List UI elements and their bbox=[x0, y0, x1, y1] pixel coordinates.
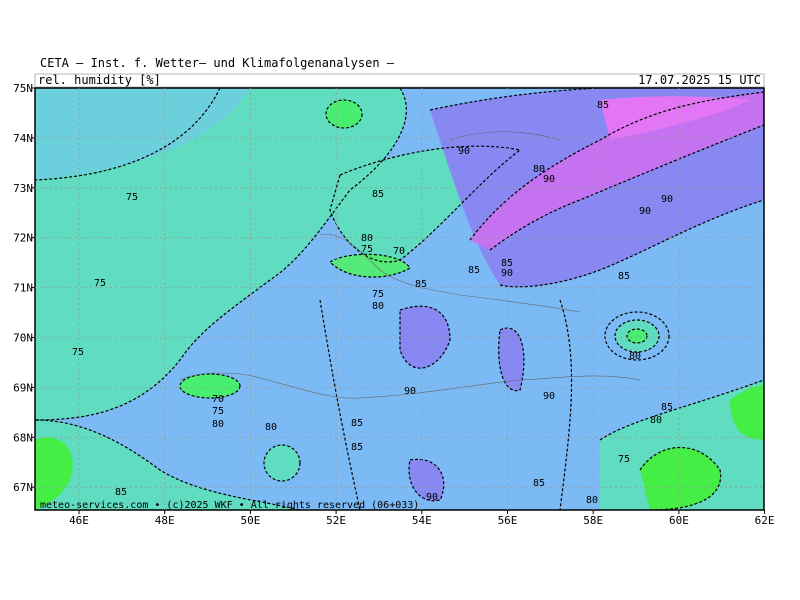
date: 17.07.2025 15 UTC bbox=[638, 73, 761, 87]
lon-label: 46E bbox=[69, 514, 89, 527]
contour-label: 75 bbox=[126, 192, 138, 203]
contour-label: 90 bbox=[404, 386, 416, 397]
lat-label: 75N bbox=[13, 82, 33, 95]
contour-label: 85 bbox=[351, 418, 363, 429]
contour-label: 80 bbox=[372, 301, 384, 312]
lat-label: 68N bbox=[13, 431, 33, 444]
contour-label: 80 bbox=[650, 415, 662, 426]
contour-label: 90 bbox=[639, 206, 651, 217]
lon-label: 54E bbox=[412, 514, 432, 527]
lat-label: 72N bbox=[13, 232, 33, 245]
contour-label: 90 bbox=[543, 391, 555, 402]
contour-label: 70 bbox=[212, 394, 224, 405]
lat-label: 70N bbox=[13, 332, 33, 345]
contour-label: 85 bbox=[468, 265, 480, 276]
lat-label: 74N bbox=[13, 132, 33, 145]
title: CETA — Inst. f. Wetter— und Klimafolgena… bbox=[40, 56, 395, 70]
lat-label: 69N bbox=[13, 381, 33, 394]
contour-label: 90 bbox=[543, 174, 555, 185]
lat-label: 73N bbox=[13, 182, 33, 195]
contour-label: 90 bbox=[426, 492, 438, 503]
contour-label: 75 bbox=[212, 406, 224, 417]
lat-label: 71N bbox=[13, 282, 33, 295]
contour-label: 90 bbox=[661, 194, 673, 205]
contour-label: 80 bbox=[629, 351, 641, 362]
lon-label: 58E bbox=[583, 514, 603, 527]
contour-label: 90 bbox=[458, 146, 470, 157]
contour-label: 80 bbox=[533, 164, 545, 175]
contour-label: 80 bbox=[586, 495, 598, 506]
contour-label: 80 bbox=[265, 422, 277, 433]
contour-label: 90 bbox=[501, 268, 513, 279]
subtitle: rel. humidity [%] bbox=[38, 73, 161, 87]
contour-label: 75 bbox=[72, 347, 84, 358]
lon-label: 48E bbox=[155, 514, 175, 527]
lon-label: 50E bbox=[240, 514, 260, 527]
contour-label: 75 bbox=[618, 454, 630, 465]
contour-label: 85 bbox=[597, 100, 609, 111]
subtitle-bar bbox=[34, 73, 765, 88]
lon-label: 62E bbox=[755, 514, 775, 527]
contour-label: 75 bbox=[94, 278, 106, 289]
contour-label: 80 bbox=[212, 419, 224, 430]
lon-label: 52E bbox=[326, 514, 346, 527]
contour-label: 85 bbox=[372, 189, 384, 200]
map-frame bbox=[34, 87, 765, 511]
contour-label: 85 bbox=[415, 279, 427, 290]
contour-label: 85 bbox=[115, 487, 127, 498]
footer: meteo-services.com • (c)2025 WKF • All r… bbox=[40, 500, 419, 511]
lon-label: 60E bbox=[669, 514, 689, 527]
contour-label: 80 bbox=[361, 233, 373, 244]
contour-label: 85 bbox=[501, 258, 513, 269]
contour-label: 85 bbox=[661, 402, 673, 413]
contour-label: 85 bbox=[618, 271, 630, 282]
contour-label: 75 bbox=[372, 289, 384, 300]
contour-label: 85 bbox=[351, 442, 363, 453]
contour-label: 70 bbox=[393, 246, 405, 257]
lat-label: 67N bbox=[13, 481, 33, 494]
lon-label: 56E bbox=[498, 514, 518, 527]
contour-label: 85 bbox=[533, 478, 545, 489]
map-area bbox=[35, 88, 764, 510]
contour-label: 75 bbox=[361, 244, 373, 255]
